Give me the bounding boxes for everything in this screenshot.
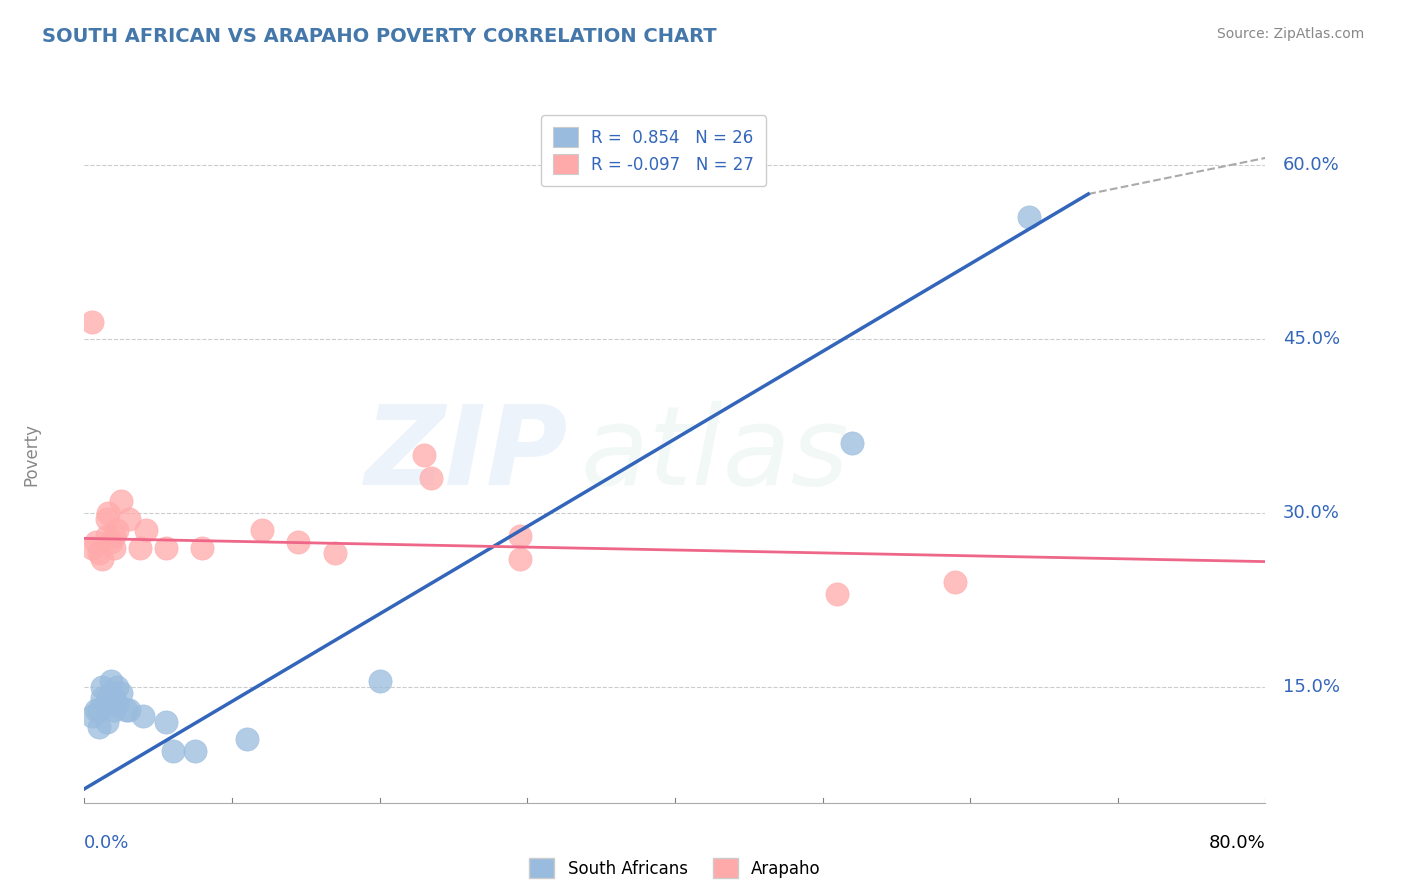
Point xyxy=(413,448,436,462)
Point xyxy=(250,523,273,537)
Text: Source: ZipAtlas.com: Source: ZipAtlas.com xyxy=(1216,27,1364,41)
Point xyxy=(235,731,259,746)
Point xyxy=(80,541,103,555)
Point xyxy=(129,541,152,555)
Point xyxy=(105,680,128,694)
Point xyxy=(945,575,967,590)
Point xyxy=(110,494,132,508)
Point xyxy=(1018,210,1040,224)
Point xyxy=(91,552,114,566)
Point xyxy=(103,529,125,543)
Point xyxy=(827,587,849,601)
Legend: South Africans, Arapaho: South Africans, Arapaho xyxy=(523,851,827,885)
Text: 60.0%: 60.0% xyxy=(1284,156,1340,174)
Point xyxy=(103,691,125,706)
Point xyxy=(118,511,141,525)
Point xyxy=(509,529,531,543)
Point xyxy=(96,714,118,729)
Point xyxy=(191,541,214,555)
Point xyxy=(155,714,177,729)
Point xyxy=(80,708,103,723)
Point xyxy=(162,744,184,758)
Point xyxy=(509,552,531,566)
Point xyxy=(80,314,103,328)
Text: 30.0%: 30.0% xyxy=(1284,504,1340,522)
Point xyxy=(110,685,132,699)
Text: Poverty: Poverty xyxy=(22,424,41,486)
Point xyxy=(118,703,141,717)
Point xyxy=(184,744,207,758)
Point xyxy=(103,541,125,555)
Point xyxy=(84,703,107,717)
Text: 80.0%: 80.0% xyxy=(1209,834,1265,852)
Point xyxy=(100,534,122,549)
Point xyxy=(114,703,136,717)
Point xyxy=(105,698,128,712)
Point xyxy=(87,721,111,735)
Point xyxy=(841,436,863,450)
Text: 45.0%: 45.0% xyxy=(1284,330,1340,348)
Point xyxy=(96,529,118,543)
Point xyxy=(84,534,107,549)
Point xyxy=(97,506,120,520)
Point xyxy=(87,703,111,717)
Point xyxy=(100,674,122,689)
Text: atlas: atlas xyxy=(581,401,849,508)
Point xyxy=(87,546,111,561)
Point xyxy=(96,511,118,525)
Point xyxy=(132,708,155,723)
Point xyxy=(100,685,122,699)
Point xyxy=(287,534,309,549)
Point xyxy=(323,546,347,561)
Text: SOUTH AFRICAN VS ARAPAHO POVERTY CORRELATION CHART: SOUTH AFRICAN VS ARAPAHO POVERTY CORRELA… xyxy=(42,27,717,45)
Point xyxy=(420,471,443,485)
Point xyxy=(105,523,128,537)
Point xyxy=(97,691,120,706)
Text: 0.0%: 0.0% xyxy=(84,834,129,852)
Point xyxy=(368,674,391,689)
Point xyxy=(135,523,157,537)
Point xyxy=(103,703,125,717)
Point xyxy=(91,680,114,694)
Text: ZIP: ZIP xyxy=(366,401,568,508)
Point xyxy=(96,698,118,712)
Text: 15.0%: 15.0% xyxy=(1284,678,1340,696)
Point xyxy=(155,541,177,555)
Point xyxy=(91,691,114,706)
